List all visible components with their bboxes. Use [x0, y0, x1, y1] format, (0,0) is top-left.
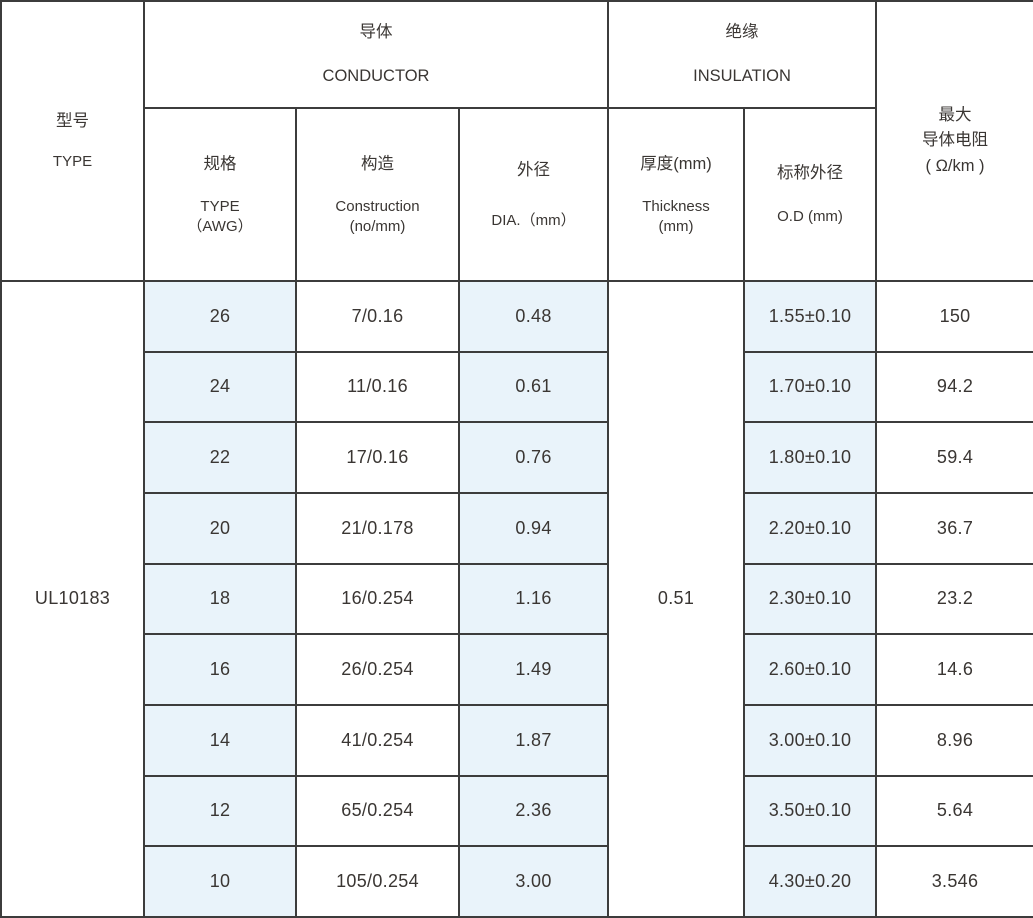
- table-row: 16 26/0.254 1.49 2.60±0.10 14.6: [1, 633, 1033, 706]
- resistance-cell: 5.64: [875, 774, 1033, 848]
- od-cell: 1.70±0.10: [743, 350, 878, 424]
- group-header-insulation-en: INSULATION: [693, 66, 791, 85]
- resistance-cell: 3.546: [875, 845, 1033, 918]
- column-header-construction-en: Construction (no/mm): [335, 198, 420, 235]
- od-cell: 3.00±0.10: [743, 703, 878, 777]
- dia-cell: 3.00: [457, 845, 610, 918]
- column-header-thickness-zh: 厚度(mm): [640, 154, 712, 173]
- construction-cell: 26/0.254: [295, 633, 460, 706]
- group-header-insulation: 绝缘 INSULATION: [607, 0, 878, 110]
- od-cell: 4.30±0.20: [743, 845, 878, 918]
- column-header-awg-en: TYPE （AWG）: [187, 198, 253, 235]
- awg-cell: 10: [143, 845, 297, 918]
- column-header-type-zh: 型号: [56, 112, 89, 131]
- resistance-cell: 59.4: [875, 421, 1033, 494]
- construction-cell: 21/0.178: [295, 491, 460, 565]
- table-row: UL10183 26 7/0.16 0.48 0.51 1.55±0.10 15…: [0, 279, 1033, 918]
- dia-cell: 1.49: [457, 633, 610, 706]
- construction-cell: 7/0.16: [295, 279, 460, 353]
- dia-cell: 2.36: [457, 774, 610, 848]
- column-header-thickness: 厚度(mm) Thickness (mm): [607, 107, 746, 282]
- group-header-conductor-en: CONDUCTOR: [322, 66, 430, 85]
- column-header-type-en: TYPE: [52, 153, 93, 171]
- column-header-dia: 外径 DIA.（mm）: [457, 107, 610, 282]
- od-cell: 2.20±0.10: [743, 491, 878, 565]
- column-header-dia-en: DIA.（mm）: [491, 211, 576, 229]
- resistance-cell: 150: [875, 279, 1033, 353]
- column-header-od-zh: 标称外径: [777, 164, 844, 183]
- group-header-conductor-zh: 导体: [359, 23, 393, 41]
- dia-cell: 1.16: [457, 562, 610, 636]
- awg-cell: 14: [143, 703, 297, 777]
- column-header-dia-zh: 外径: [517, 160, 550, 179]
- dia-cell: 0.48: [457, 279, 610, 353]
- awg-cell: 26: [143, 279, 297, 353]
- table-row: 18 16/0.254 1.16 2.30±0.10 23.2: [1, 562, 1033, 636]
- column-header-awg-zh: 规格: [203, 154, 237, 173]
- resistance-cell: 8.96: [875, 703, 1033, 777]
- dia-cell: 1.87: [457, 703, 610, 777]
- resistance-cell: 36.7: [875, 491, 1033, 565]
- table-row: 24 11/0.16 0.61 1.70±0.10 94.2: [1, 350, 1033, 424]
- resistance-cell: 14.6: [875, 633, 1033, 706]
- construction-cell: 105/0.254: [295, 845, 460, 918]
- od-cell: 1.55±0.10: [743, 279, 878, 353]
- awg-cell: 16: [143, 633, 297, 706]
- awg-cell: 22: [143, 421, 297, 494]
- od-cell: 3.50±0.10: [743, 774, 878, 848]
- resistance-cell: 94.2: [875, 350, 1033, 424]
- construction-cell: 65/0.254: [295, 774, 460, 848]
- column-header-construction: 构造 Construction (no/mm): [295, 107, 460, 282]
- column-header-od: 标称外径 O.D (mm): [743, 107, 878, 282]
- awg-cell: 20: [143, 491, 297, 565]
- dia-cell: 0.94: [457, 491, 610, 565]
- od-cell: 2.60±0.10: [743, 633, 878, 706]
- group-header-conductor: 导体 CONDUCTOR: [142, 0, 610, 110]
- construction-cell: 16/0.254: [295, 562, 460, 636]
- od-cell: 2.30±0.10: [743, 562, 878, 636]
- column-header-max-resistance-group-label: 最大 导体电阻 ( Ω/km ): [922, 105, 989, 175]
- column-header-od-en: O.D (mm): [777, 208, 843, 226]
- construction-cell: 41/0.254: [295, 703, 460, 777]
- table-row: 22 17/0.16 0.76 1.80±0.10 59.4: [1, 421, 1033, 494]
- awg-cell: 18: [143, 562, 297, 636]
- column-header-awg: 规格 TYPE （AWG）: [143, 107, 297, 282]
- table-row: 20 21/0.178 0.94 2.20±0.10 36.7: [1, 491, 1033, 565]
- thickness-value-cell: 0.51: [607, 279, 746, 918]
- dia-cell: 0.61: [457, 350, 610, 424]
- group-header-insulation-zh: 绝缘: [725, 23, 759, 41]
- table-row: 12 65/0.254 2.36 3.50±0.10 5.64: [1, 774, 1033, 848]
- column-header-max-resistance-group: 最大 导体电阻 ( Ω/km ): [875, 0, 1033, 282]
- type-value-cell: UL10183: [0, 279, 145, 918]
- resistance-cell: 23.2: [875, 562, 1033, 636]
- dia-cell: 0.76: [457, 421, 610, 494]
- table-row: 10 105/0.254 3.00 4.30±0.20 3.546: [1, 845, 1033, 918]
- awg-cell: 12: [143, 774, 297, 848]
- column-header-construction-zh: 构造: [361, 154, 394, 173]
- od-cell: 1.80±0.10: [743, 421, 878, 494]
- awg-cell: 24: [143, 350, 297, 424]
- table-row: 14 41/0.254 1.87 3.00±0.10 8.96: [1, 703, 1033, 777]
- column-header-thickness-en: Thickness (mm): [642, 198, 710, 235]
- column-header-type: 型号 TYPE: [0, 0, 145, 282]
- construction-cell: 11/0.16: [295, 350, 460, 424]
- construction-cell: 17/0.16: [295, 421, 460, 494]
